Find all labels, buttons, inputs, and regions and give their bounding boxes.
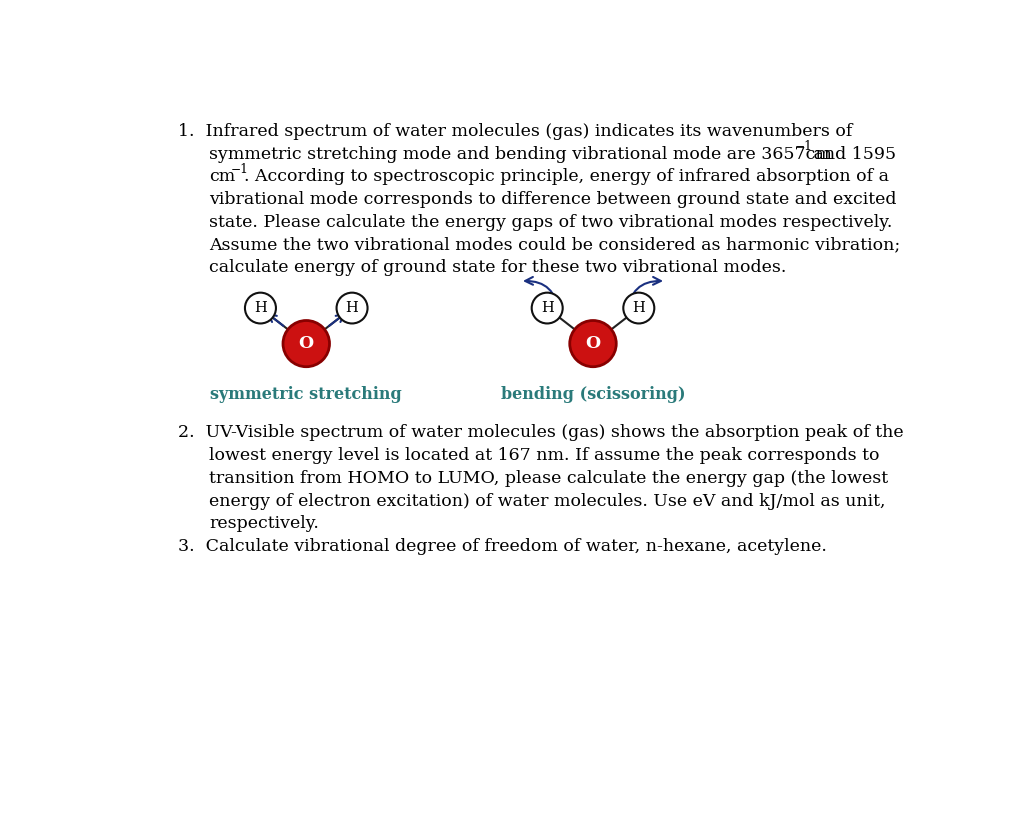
Text: state. Please calculate the energy gaps of two vibrational modes respectively.: state. Please calculate the energy gaps … — [209, 214, 893, 231]
Text: −1: −1 — [795, 140, 812, 154]
Text: O: O — [586, 335, 600, 352]
Text: H: H — [633, 301, 645, 315]
Text: symmetric stretching mode and bending vibrational mode are 3657cm: symmetric stretching mode and bending vi… — [209, 146, 833, 163]
Text: 3.  Calculate vibrational degree of freedom of water, n-hexane, acetylene.: 3. Calculate vibrational degree of freed… — [178, 538, 827, 555]
Text: . According to spectroscopic principle, energy of infrared absorption of a: . According to spectroscopic principle, … — [245, 169, 889, 185]
Text: H: H — [346, 301, 358, 315]
Text: 2.  UV-Visible spectrum of water molecules (gas) shows the absorption peak of th: 2. UV-Visible spectrum of water molecule… — [178, 425, 904, 441]
Ellipse shape — [624, 293, 654, 324]
Text: symmetric stretching: symmetric stretching — [210, 386, 402, 403]
Text: vibrational mode corresponds to difference between ground state and excited: vibrational mode corresponds to differen… — [209, 191, 897, 208]
Text: lowest energy level is located at 167 nm. If assume the peak corresponds to: lowest energy level is located at 167 nm… — [209, 447, 880, 464]
Text: O: O — [299, 335, 313, 352]
Text: respectively.: respectively. — [209, 515, 319, 532]
Ellipse shape — [569, 320, 616, 367]
Text: −1: −1 — [230, 163, 248, 176]
Ellipse shape — [245, 293, 275, 324]
Ellipse shape — [531, 293, 563, 324]
Text: energy of electron excitation) of water molecules. Use eV and kJ/mol as unit,: energy of electron excitation) of water … — [209, 492, 886, 509]
Text: Assume the two vibrational modes could be considered as harmonic vibration;: Assume the two vibrational modes could b… — [209, 237, 901, 253]
Text: transition from HOMO to LUMO, please calculate the energy gap (the lowest: transition from HOMO to LUMO, please cal… — [209, 470, 889, 487]
Ellipse shape — [283, 320, 330, 367]
Ellipse shape — [337, 293, 368, 324]
Text: calculate energy of ground state for these two vibrational modes.: calculate energy of ground state for the… — [209, 259, 786, 276]
Text: cm: cm — [209, 169, 236, 185]
Text: and 1595: and 1595 — [809, 146, 897, 163]
Text: H: H — [254, 301, 267, 315]
Text: bending (scissoring): bending (scissoring) — [501, 386, 685, 403]
Text: H: H — [541, 301, 554, 315]
Text: 1.  Infrared spectrum of water molecules (gas) indicates its wavenumbers of: 1. Infrared spectrum of water molecules … — [178, 123, 853, 140]
